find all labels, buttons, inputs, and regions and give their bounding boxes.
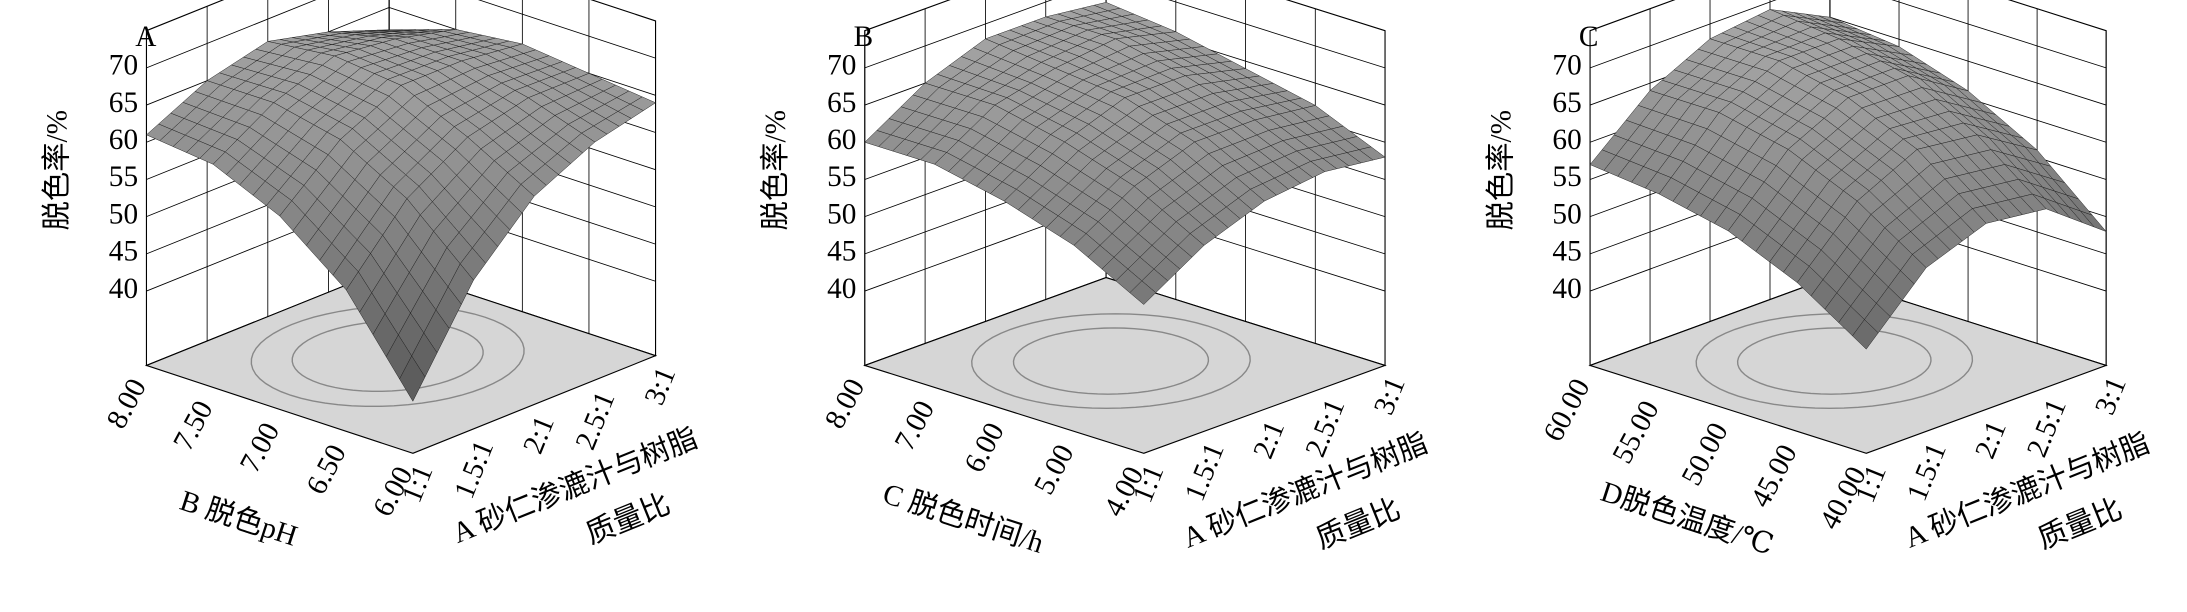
z-tick-label: 50: [109, 198, 138, 230]
surface-patch: [1852, 319, 1879, 350]
y-tick-label: 5.00: [1028, 439, 1080, 499]
z-tick-label: 55: [109, 161, 138, 193]
x-tick-label: 2.5:1: [1299, 395, 1351, 462]
z-axis-label: 脱色率/%: [759, 110, 792, 230]
z-tick-label: 70: [1552, 50, 1581, 82]
x-tick-label: 3:1: [639, 363, 683, 410]
panel-label: C: [1579, 21, 1599, 53]
z-tick-label: 50: [1552, 198, 1581, 230]
z-tick-label: 65: [109, 87, 138, 119]
x-axis-label: 质量比: [2033, 492, 2127, 556]
y-tick-label: 8.00: [101, 374, 153, 434]
z-tick-label: 40: [109, 273, 138, 305]
floor-contour: [971, 313, 1251, 410]
x-tick-label: 3:1: [1368, 373, 1412, 420]
z-tick-label: 70: [109, 50, 138, 82]
y-tick-label: 7.00: [889, 396, 941, 456]
x-tick-label: 1.5:1: [448, 436, 500, 503]
y-tick-label: 7.50: [167, 396, 219, 456]
grid-line: [864, 0, 1386, 69]
z-tick-label: 60: [1552, 124, 1581, 156]
floor-contour: [1695, 313, 1974, 410]
z-tick-label: 45: [827, 236, 856, 268]
z-tick-label: 50: [827, 198, 856, 230]
y-tick-label: 60.00: [1537, 374, 1596, 447]
z-tick-label: 65: [1552, 87, 1581, 119]
z-tick-label: 60: [109, 124, 138, 156]
x-tick-label: 3:1: [2089, 373, 2133, 420]
z-tick-label: 70: [827, 50, 856, 82]
z-axis-label: 脱色率/%: [41, 110, 74, 230]
y-axis-label: C 脱色时间/h: [879, 477, 1048, 560]
y-tick-label: 6.50: [300, 439, 352, 499]
y-tick-label: 8.00: [819, 374, 871, 434]
grid-line: [146, 0, 656, 69]
floor-contour: [250, 305, 525, 408]
z-tick-label: 55: [1552, 161, 1581, 193]
z-axis-label: 脱色率/%: [1484, 110, 1517, 230]
x-tick-label: 2:1: [1969, 416, 2013, 463]
x-tick-label: 2:1: [517, 412, 561, 459]
x-axis-label: 质量比: [581, 487, 675, 551]
floor-contour: [1012, 327, 1210, 395]
floor-contour: [291, 320, 484, 392]
x-tick-label: 2:1: [1247, 416, 1291, 463]
z-tick-label: 45: [1552, 236, 1581, 268]
z-tick-label: 60: [827, 124, 856, 156]
floor-contour: [1736, 327, 1932, 395]
y-tick-label: 6.00: [958, 418, 1010, 478]
x-axis-label: 质量比: [1311, 492, 1405, 556]
panel-label: B: [854, 21, 874, 53]
z-tick-label: 55: [827, 161, 856, 193]
y-tick-label: 50.00: [1676, 418, 1735, 491]
x-tick-label: 2.5:1: [2021, 395, 2073, 462]
y-axis-label: B 脱色pH: [176, 484, 301, 553]
y-tick-label: 55.00: [1606, 396, 1665, 469]
surface-patch: [399, 355, 426, 402]
z-tick-label: 45: [109, 236, 138, 268]
y-tick-label: 7.00: [234, 418, 286, 478]
panel-label: A: [135, 21, 156, 53]
y-tick-label: 45.00: [1745, 439, 1804, 512]
z-tick-label: 40: [1552, 273, 1581, 305]
x-tick-label: 1.5:1: [1179, 438, 1231, 505]
x-tick-label: 1.5:1: [1901, 438, 1953, 505]
z-tick-label: 40: [827, 273, 856, 305]
z-tick-label: 65: [827, 87, 856, 119]
surface-patch: [1129, 280, 1157, 305]
grid-line: [1589, 0, 2107, 69]
x-tick-label: 2.5:1: [570, 387, 622, 454]
